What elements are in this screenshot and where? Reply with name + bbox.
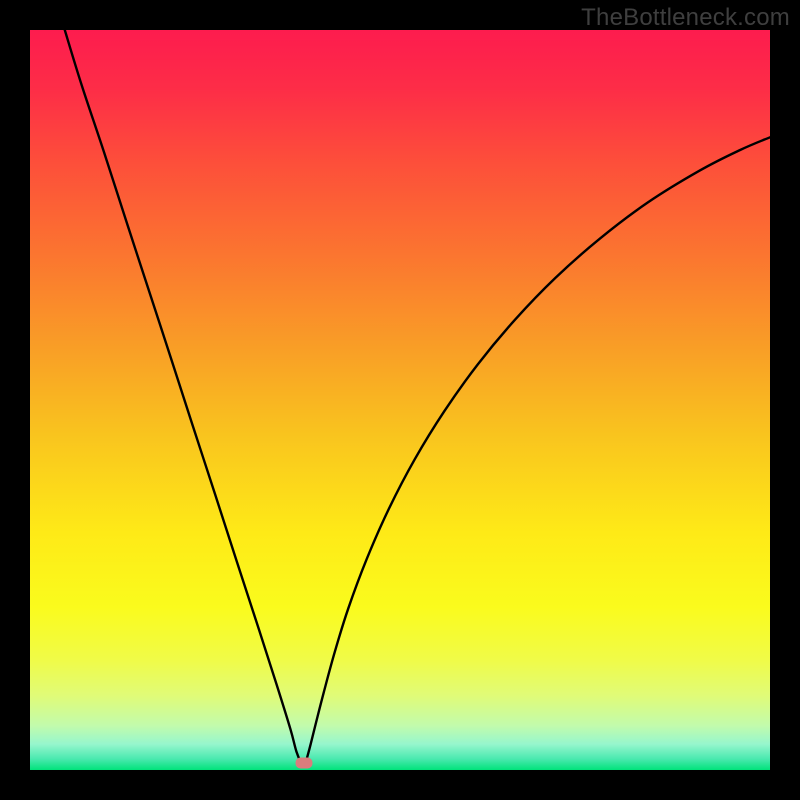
watermark-text: TheBottleneck.com [581,4,790,32]
bottleneck-curve [0,0,800,800]
optimal-point-marker [295,757,312,768]
